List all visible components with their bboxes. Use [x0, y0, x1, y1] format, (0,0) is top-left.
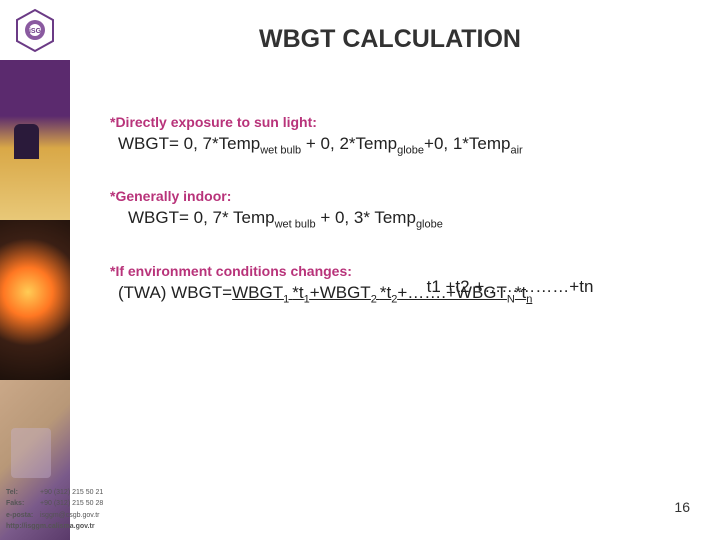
- sidebar-image-2: [0, 220, 70, 380]
- sidebar: iSG: [0, 0, 70, 540]
- fax-label: Faks:: [6, 498, 34, 509]
- f3b-c: +……………+t: [474, 277, 584, 296]
- f1-sub1: wet bulb: [260, 144, 301, 156]
- f3-u1: WBGT: [232, 283, 283, 302]
- f1-pre: WBGT= 0, 7*Temp: [118, 134, 260, 153]
- f3b-as: 1: [431, 277, 445, 296]
- isg-logo-icon: iSG: [10, 8, 60, 53]
- tel-value: +90 (312) 215 50 21: [40, 487, 103, 498]
- tel-label: Tel:: [6, 487, 34, 498]
- f3-u2: *t: [292, 283, 303, 302]
- f3-u1s: 1: [283, 293, 292, 305]
- section1-label: *Directly exposure to sun light:: [110, 114, 690, 130]
- f2-sub1: wet bulb: [275, 219, 316, 231]
- f3-u4: *t: [380, 283, 391, 302]
- fax-value: +90 (312) 215 50 28: [40, 498, 103, 509]
- url-value: http://isggm.calisma.gov.tr: [6, 521, 95, 532]
- f1-sub2: globe: [397, 144, 424, 156]
- f2-sub2: globe: [416, 219, 443, 231]
- f3-u3: +WBGT: [310, 283, 371, 302]
- f3-u3s: 2: [371, 293, 380, 305]
- f2-mid1: + 0, 3* Temp: [316, 208, 416, 227]
- f1-mid1: + 0, 2*Temp: [301, 134, 397, 153]
- slide-content: WBGT CALCULATION *Directly exposure to s…: [70, 0, 720, 540]
- f1-mid2: +0, 1*Temp: [424, 134, 510, 153]
- f3b-cs: n: [584, 277, 593, 296]
- formula-outdoor: WBGT= 0, 7*Tempwet bulb + 0, 2*Tempglobe…: [118, 134, 690, 156]
- sidebar-image-1: [0, 60, 70, 220]
- svg-text:iSG: iSG: [29, 28, 42, 35]
- page-title: WBGT CALCULATION: [90, 25, 690, 54]
- f3-pre: (TWA) WBGT=: [118, 283, 232, 302]
- email-value: isggm@csgb.gov.tr: [40, 510, 100, 521]
- formula-indoor: WBGT= 0, 7* Tempwet bulb + 0, 3* Tempglo…: [128, 208, 690, 230]
- f1-sub3: air: [511, 144, 523, 156]
- footer: Tel: +90 (312) 215 50 21 Faks: +90 (312) 2…: [0, 487, 720, 532]
- email-label: e-posta:: [6, 510, 34, 521]
- page-number: 16: [674, 499, 690, 515]
- section2-label: *Generally indoor:: [110, 188, 690, 204]
- f3b-b: +t: [446, 277, 461, 296]
- logo: iSG: [0, 0, 70, 60]
- f2-pre: WBGT= 0, 7* Temp: [128, 208, 275, 227]
- f3b-bs: 2: [460, 277, 474, 296]
